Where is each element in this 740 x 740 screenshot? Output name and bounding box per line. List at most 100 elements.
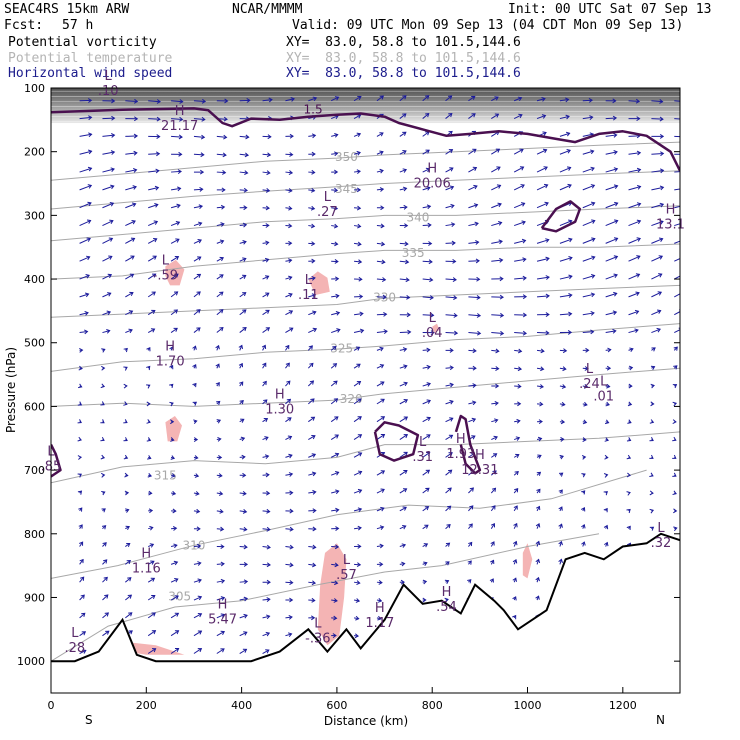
wind-vector xyxy=(239,292,247,298)
field-pv-xy: XY= 83.0, 58.8 to 101.5,144.6 xyxy=(286,35,521,50)
extremum-value: .32 xyxy=(651,536,672,551)
wind-vector xyxy=(239,579,249,585)
wind-vector xyxy=(513,540,518,547)
wind-vector xyxy=(100,454,106,460)
wind-vector xyxy=(605,255,619,262)
wind-vector xyxy=(193,491,200,496)
wind-vector xyxy=(445,505,452,512)
axes: 100 200 300 400 500 600 700 800 900 1000 0 200 400 60… xyxy=(17,82,680,712)
wind-vector xyxy=(216,98,229,104)
pv-shade xyxy=(522,543,533,579)
wind-vector xyxy=(308,526,317,532)
pv-extremum: L.24 xyxy=(579,362,600,392)
wind-vector xyxy=(216,152,227,158)
wind-vector xyxy=(193,612,203,619)
wind-vector xyxy=(262,362,267,369)
wind-vector xyxy=(514,348,523,354)
wind-vector xyxy=(603,524,609,530)
y-tick-label: 800 xyxy=(24,528,45,541)
wind-vector xyxy=(171,116,184,122)
wind-vector xyxy=(216,561,225,567)
wind-vector xyxy=(216,578,226,584)
wind-vector xyxy=(376,329,388,334)
wind-vector xyxy=(239,205,248,211)
wind-vector xyxy=(445,347,454,353)
wind-vector xyxy=(102,219,114,227)
extremum-value: 1.17 xyxy=(365,616,394,631)
wind-vector xyxy=(468,221,479,227)
wind-vector xyxy=(513,166,525,173)
wind-vector xyxy=(399,186,408,192)
wind-vector xyxy=(285,170,294,175)
wind-vector xyxy=(170,543,178,549)
wind-vector xyxy=(559,472,564,477)
valid-label: Valid: 09 UTC Mon 09 Sep 13 (04 CDT Mon … xyxy=(292,18,684,33)
wind-vector xyxy=(628,273,641,280)
wind-vector xyxy=(514,401,522,407)
pv-extremum: L.04 xyxy=(422,311,443,341)
x-tick-label: 400 xyxy=(231,699,252,712)
wind-vector xyxy=(605,291,618,298)
wind-vector xyxy=(193,630,203,637)
wind-vector xyxy=(285,292,293,298)
wind-vector xyxy=(626,472,631,478)
wind-vector xyxy=(285,435,293,440)
wind-vector xyxy=(605,401,610,407)
wind-vector xyxy=(331,562,339,568)
wind-vector xyxy=(239,170,249,176)
extremum-value: 5.47 xyxy=(208,613,237,628)
wind-vector xyxy=(559,166,572,173)
theta-label: 315 xyxy=(154,469,177,483)
wind-vector xyxy=(148,116,161,122)
wind-vector xyxy=(651,151,665,157)
wind-vector xyxy=(330,96,340,102)
wind-vector xyxy=(399,259,410,265)
wind-vector xyxy=(192,401,198,406)
wind-vector xyxy=(628,383,633,389)
wind-vector xyxy=(399,399,409,405)
wind-vector xyxy=(239,327,247,333)
y-tick-label: 300 xyxy=(24,209,45,222)
wind-vector xyxy=(78,383,83,389)
wind-vector xyxy=(77,419,82,424)
wind-vector xyxy=(422,330,435,336)
wind-vector xyxy=(170,473,176,478)
wind-vector xyxy=(170,309,179,316)
wind-vector xyxy=(331,132,339,138)
wind-vector xyxy=(376,294,387,300)
init-label: Init: 00 UTC Sat 07 Sep 13 xyxy=(508,2,712,17)
wind-vector xyxy=(102,576,108,583)
pv-extremum: H1.30 xyxy=(265,387,294,417)
wind-vector xyxy=(445,240,456,246)
wind-vector xyxy=(147,612,156,619)
extremum-type: H xyxy=(475,448,485,463)
wind-vector xyxy=(308,276,316,281)
wind-vector xyxy=(285,632,293,638)
wind-vector xyxy=(491,418,499,423)
extremum-value: .28 xyxy=(64,641,85,656)
pv-shade xyxy=(432,323,440,334)
wind-vector xyxy=(422,95,430,102)
wind-vector xyxy=(605,310,618,316)
wind-vector xyxy=(308,310,317,316)
wind-vector xyxy=(376,416,386,423)
wind-vector xyxy=(399,579,405,585)
wind-vector xyxy=(147,309,156,316)
extremum-type: H xyxy=(218,598,228,613)
wind-vector xyxy=(376,132,384,137)
pv-contour xyxy=(51,107,680,172)
wind-vector xyxy=(285,362,290,369)
wind-vector xyxy=(376,277,387,282)
extremum-value: .24 xyxy=(579,377,600,392)
wind-vector xyxy=(628,365,634,371)
wind-vector xyxy=(468,487,474,494)
wind-vector xyxy=(123,419,128,424)
wind-vector xyxy=(262,97,273,103)
wind-vector xyxy=(514,257,527,263)
fcst-value: 57 h xyxy=(62,18,94,33)
wind-vector xyxy=(171,186,182,192)
wind-vector xyxy=(170,203,181,209)
wind-vector xyxy=(672,454,677,459)
extremum-value: .01 xyxy=(593,390,614,405)
wind-vector xyxy=(628,328,639,334)
